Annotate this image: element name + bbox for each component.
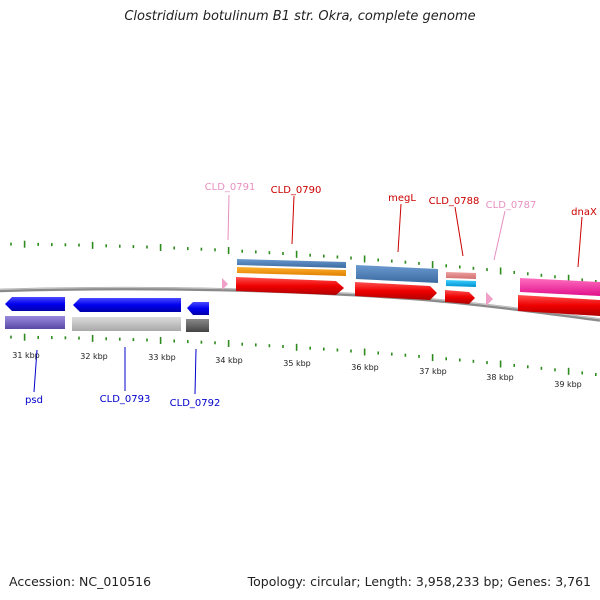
- ruler-labels: 31 kbp 32 kbp 33 kbp 34 kbp 35 kbp 36 kb…: [12, 351, 582, 389]
- ruler-label-35kbp: 35 kbp: [283, 359, 311, 368]
- gene-label-megl[interactable]: megL: [388, 193, 416, 204]
- psd-gene-arrow[interactable]: [5, 297, 65, 311]
- gene-label-cld0793[interactable]: CLD_0793: [100, 394, 151, 405]
- lower-tick-track: [10, 333, 597, 376]
- gene-label-cld0790[interactable]: CLD_0790: [271, 185, 322, 196]
- forward-strand-features: [222, 259, 600, 316]
- megl-feature-steel[interactable]: [356, 265, 438, 283]
- ruler-label-38kbp: 38 kbp: [486, 373, 514, 382]
- gene-label-cld0792[interactable]: CLD_0792: [170, 398, 221, 409]
- megl-connector: [397, 203, 402, 253]
- cld0788-gene-arrow[interactable]: [445, 290, 475, 304]
- cld0787-small-marker[interactable]: [486, 292, 493, 306]
- gene-label-dnax[interactable]: dnaX: [571, 207, 597, 218]
- cld0788-connector: [454, 206, 464, 257]
- gene-label-cld0791[interactable]: CLD_0791: [205, 182, 256, 193]
- gene-label-cld0787[interactable]: CLD_0787: [486, 200, 537, 211]
- cld0793-cds-bar[interactable]: [72, 317, 181, 331]
- gene-label-cld0788[interactable]: CLD_0788: [429, 196, 480, 207]
- accession-text: Accession: NC_010516: [9, 574, 152, 589]
- dnax-feature-magenta[interactable]: [520, 278, 600, 296]
- dnax-gene-arrow[interactable]: [518, 295, 600, 316]
- ruler-label-31kbp: 31 kbp: [12, 351, 40, 360]
- genome-summary-text: Topology: circular; Length: 3,958,233 bp…: [247, 574, 591, 589]
- psd-connector: [33, 349, 38, 393]
- ruler-label-33kbp: 33 kbp: [148, 353, 176, 362]
- cld0788-feature-salmon[interactable]: [446, 272, 476, 279]
- cld0790-gene-arrow[interactable]: [236, 277, 344, 295]
- megl-gene-arrow[interactable]: [355, 282, 437, 300]
- ruler-label-34kbp: 34 kbp: [215, 356, 243, 365]
- cld0791-small-marker[interactable]: [222, 278, 228, 290]
- gene-labels: CLD_0791 CLD_0790 megL CLD_0788 CLD_0787…: [25, 182, 597, 409]
- cld0791-connector: [227, 194, 230, 241]
- reverse-strand-features: [5, 297, 209, 332]
- cld0790-feature-steel[interactable]: [237, 259, 346, 268]
- cld0792-cds-bar[interactable]: [186, 319, 209, 332]
- dnax-connector: [577, 216, 583, 268]
- ruler-label-37kbp: 37 kbp: [419, 367, 447, 376]
- gene-label-psd[interactable]: psd: [25, 395, 43, 406]
- cld0792-connector: [194, 348, 197, 395]
- ruler-label-36kbp: 36 kbp: [351, 363, 379, 372]
- cld0788-feature-cyan[interactable]: [446, 280, 476, 287]
- cld0792-gene-arrow[interactable]: [187, 302, 209, 315]
- cld0790-feature-orange[interactable]: [237, 267, 346, 276]
- upper-tick-track: [10, 240, 597, 283]
- cld0793-gene-arrow[interactable]: [73, 298, 181, 312]
- ruler-label-39kbp: 39 kbp: [554, 380, 582, 389]
- label-connectors: [33, 194, 583, 395]
- psd-cds-bar[interactable]: [5, 316, 65, 329]
- map-title: Clostridium botulinum B1 str. Okra, comp…: [124, 9, 476, 24]
- cld0787-connector: [493, 210, 506, 261]
- ruler-label-32kbp: 32 kbp: [80, 352, 108, 361]
- cld0790-connector: [291, 195, 295, 245]
